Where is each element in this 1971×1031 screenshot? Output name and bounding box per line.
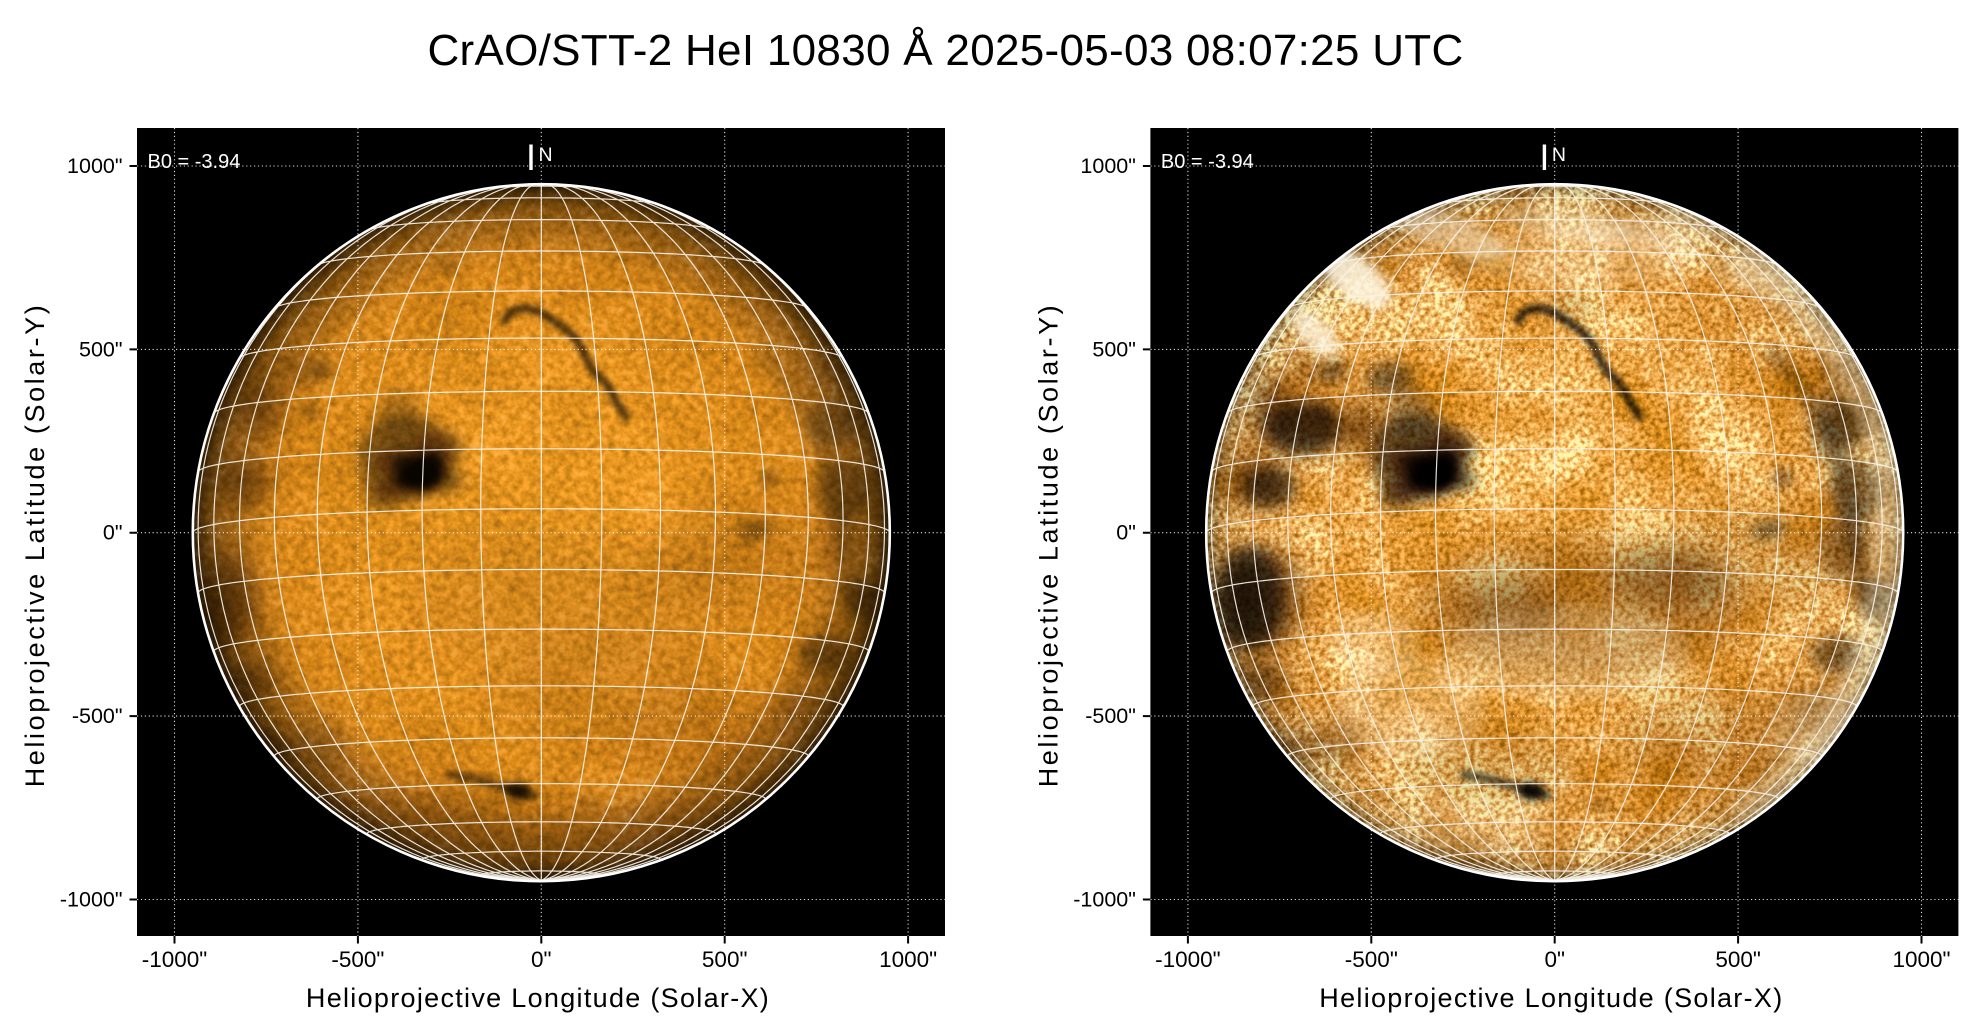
svg-text:1000": 1000" [879,947,937,972]
svg-text:500": 500" [1092,337,1136,361]
svg-text:-1000": -1000" [60,887,123,911]
svg-text:-1000": -1000" [1073,887,1136,911]
svg-text:Helioprojective Longitude (Sol: Helioprojective Longitude (Solar-X) [306,983,770,1013]
svg-text:N: N [539,144,553,166]
svg-text:500": 500" [1715,947,1761,972]
svg-text:CrAO/STT-2 HeI 10830 Å 2025-05: CrAO/STT-2 HeI 10830 Å 2025-05-03 08:07:… [427,26,1463,75]
svg-text:Helioprojective Latitude (Sola: Helioprojective Latitude (Solar-Y) [1033,303,1063,788]
svg-text:1000": 1000" [67,154,122,178]
svg-text:-500": -500" [331,947,384,972]
svg-text:500": 500" [702,947,748,972]
svg-text:0": 0" [1544,947,1565,972]
svg-text:-1000": -1000" [1155,947,1221,972]
svg-text:0": 0" [1116,521,1136,545]
svg-text:Helioprojective Longitude (Sol: Helioprojective Longitude (Solar-X) [1319,983,1783,1013]
svg-text:Helioprojective Latitude (Sola: Helioprojective Latitude (Solar-Y) [20,303,50,788]
svg-text:-500": -500" [72,704,123,728]
svg-text:-1000": -1000" [142,947,208,972]
svg-text:-500": -500" [1345,947,1398,972]
svg-text:1000": 1000" [1892,947,1950,972]
svg-text:1000": 1000" [1080,154,1135,178]
svg-text:N: N [1552,144,1566,166]
svg-text:B0 = -3.94: B0 = -3.94 [1161,151,1254,173]
svg-text:B0 = -3.94: B0 = -3.94 [148,151,241,173]
svg-text:0": 0" [103,521,123,545]
svg-text:500": 500" [79,337,123,361]
svg-text:-500": -500" [1085,704,1136,728]
svg-text:0": 0" [531,947,552,972]
